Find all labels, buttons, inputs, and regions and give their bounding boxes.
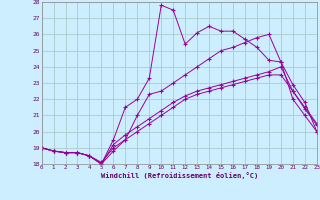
- X-axis label: Windchill (Refroidissement éolien,°C): Windchill (Refroidissement éolien,°C): [100, 172, 258, 179]
